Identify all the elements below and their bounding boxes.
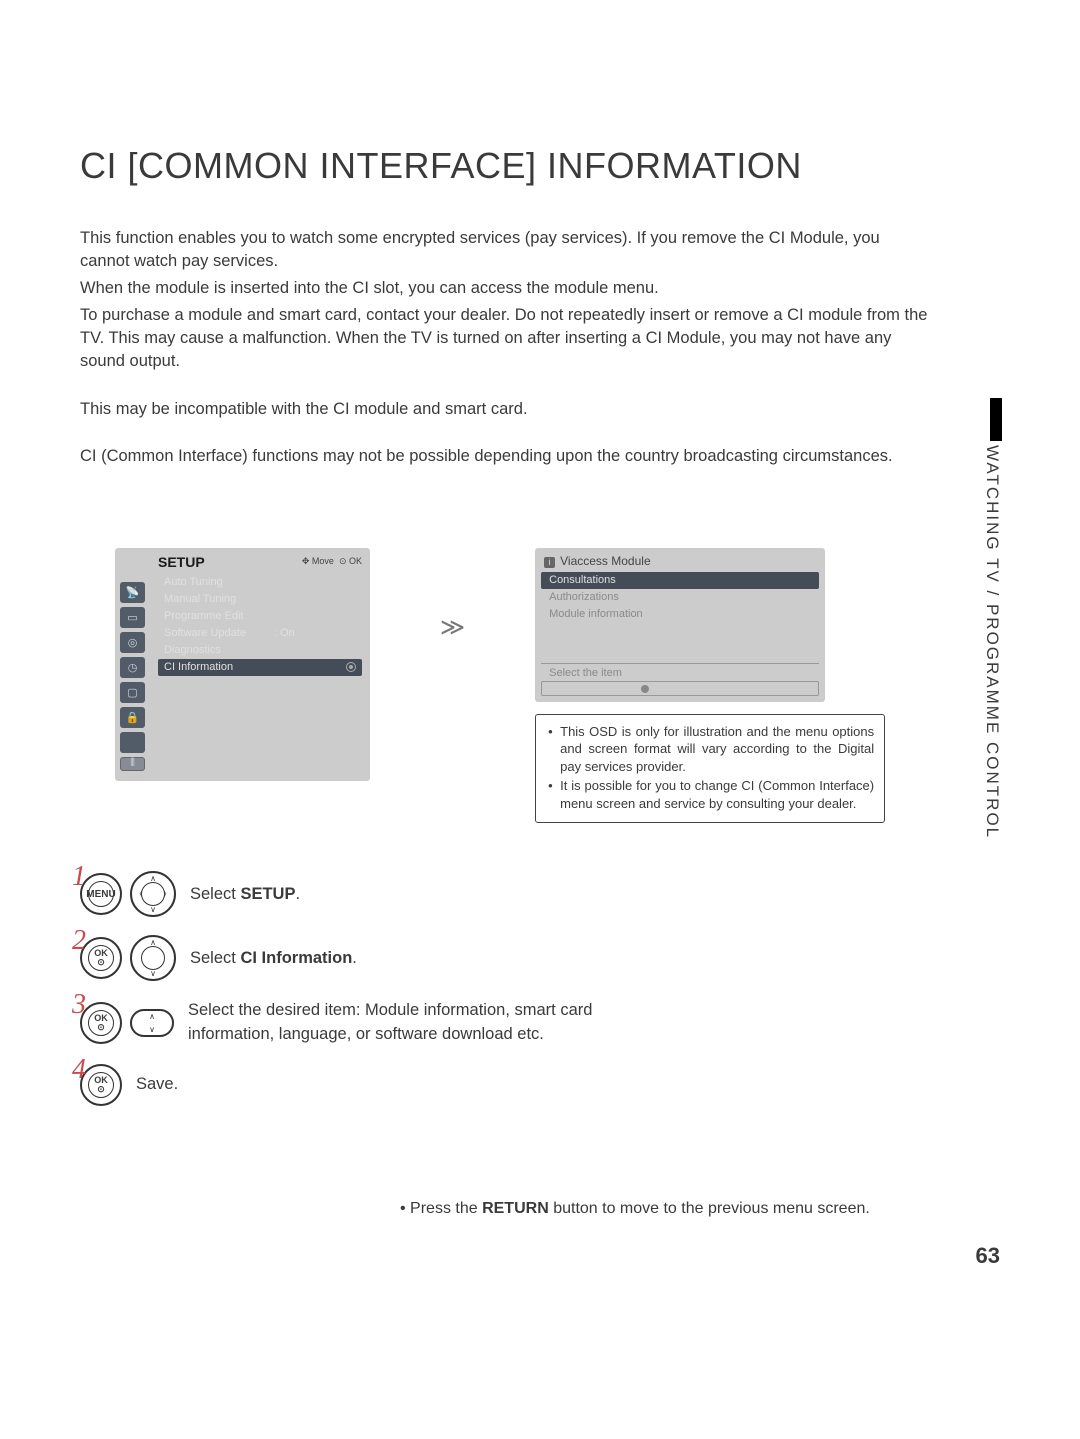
note-2: It is possible for you to change CI (Com… xyxy=(546,777,874,812)
double-chevron-icon: ≫ xyxy=(440,613,465,642)
viaccess-item-module-info: Module information xyxy=(541,606,819,623)
setup-item-software-update: Software Update : On xyxy=(158,625,362,642)
intro-p2: When the module is inserted into the CI … xyxy=(80,277,930,300)
intro-p1: This function enables you to watch some … xyxy=(80,227,930,273)
steps-list: 1 MENU ∧∨ 〈〉 Select SETUP. 2 OK ∧∨ 〈〉 Se… xyxy=(80,871,930,1105)
menu-button[interactable]: MENU xyxy=(80,873,122,915)
page-number: 63 xyxy=(976,1243,1000,1269)
viaccess-column: Viaccess Module Consultations Authorizat… xyxy=(535,548,930,824)
setup-item-manual-tuning: Manual Tuning xyxy=(158,591,362,608)
hint-move: Move xyxy=(312,556,334,566)
setup-main: SETUP ✥ Move ⊙ OK Auto Tuning Manual Tun… xyxy=(150,548,370,781)
step-4-text: Save. xyxy=(136,1075,178,1094)
setup-item-diagnostics: Diagnostics xyxy=(158,642,362,659)
antenna-icon: 📡 xyxy=(120,582,145,603)
viaccess-item-authorizations: Authorizations xyxy=(541,589,819,606)
setup-hints: ✥ Move ⊙ OK xyxy=(302,556,362,567)
return-note: • Press the RETURN button to move to the… xyxy=(400,1200,870,1218)
power-icon: ◎ xyxy=(120,632,145,653)
ci-info-label: CI Information xyxy=(164,661,233,673)
step-4-number: 4 xyxy=(72,1054,86,1086)
sw-update-value: : On xyxy=(274,627,295,639)
side-black-tab xyxy=(990,398,1002,441)
radio-icon xyxy=(346,662,356,672)
film-icon: ⫴ xyxy=(120,757,145,771)
lock-icon: 🔒 xyxy=(120,707,145,728)
step-4: 4 OK Save. xyxy=(80,1064,930,1106)
menu-button-label: MENU xyxy=(86,889,115,900)
ok-button-4-label: OK xyxy=(94,1076,108,1094)
viaccess-title: Viaccess Module xyxy=(541,554,819,568)
ok-button-3[interactable]: OK xyxy=(80,1002,122,1044)
dpad-vertical-narrow[interactable]: ∧∨ xyxy=(130,1009,174,1037)
intro-p3: To purchase a module and smart card, con… xyxy=(80,304,930,373)
blank-icon xyxy=(120,732,145,753)
ok-button-4[interactable]: OK xyxy=(80,1064,122,1106)
intro-p4: This may be incompatible with the CI mod… xyxy=(80,398,930,421)
step-1-number: 1 xyxy=(72,861,86,893)
clock-icon: ◷ xyxy=(120,657,145,678)
viaccess-osd-panel: Viaccess Module Consultations Authorizat… xyxy=(535,548,825,702)
setup-sidebar: 📡 ▭ ◎ ◷ ▢ 🔒 ⫴ xyxy=(115,548,150,781)
step-2: 2 OK ∧∨ 〈〉 Select CI Information. xyxy=(80,935,930,981)
setup-item-ci-info-selected: CI Information xyxy=(158,659,362,676)
viaccess-footer: Select the item xyxy=(541,663,819,679)
tv-icon: ▭ xyxy=(120,607,145,628)
ok-button-3-label: OK xyxy=(94,1014,108,1032)
viaccess-track xyxy=(541,681,819,696)
note-box: This OSD is only for illustration and th… xyxy=(535,714,885,824)
setup-title: SETUP xyxy=(158,554,205,570)
intro-p5: CI (Common Interface) functions may not … xyxy=(80,445,930,468)
ok-button[interactable]: OK xyxy=(80,937,122,979)
setup-osd-panel: 📡 ▭ ◎ ◷ ▢ 🔒 ⫴ SETUP ✥ Move ⊙ OK Auto Tun… xyxy=(115,548,370,781)
viaccess-item-consultations: Consultations xyxy=(541,572,819,589)
dpad-4way[interactable]: ∧∨ 〈〉 xyxy=(130,871,176,917)
step-1-text: Select SETUP. xyxy=(190,885,300,904)
setup-item-auto-tuning: Auto Tuning xyxy=(158,574,362,591)
diagram-row: 📡 ▭ ◎ ◷ ▢ 🔒 ⫴ SETUP ✥ Move ⊙ OK Auto Tun… xyxy=(80,548,930,824)
step-3-number: 3 xyxy=(72,989,86,1021)
dpad-vertical[interactable]: ∧∨ 〈〉 xyxy=(130,935,176,981)
page-title: CI [COMMON INTERFACE] INFORMATION xyxy=(80,145,930,187)
hint-ok: OK xyxy=(349,556,362,566)
note-1: This OSD is only for illustration and th… xyxy=(546,723,874,776)
side-label: WATCHING TV / PROGRAMME CONTROL xyxy=(982,445,1002,839)
sw-update-label: Software Update xyxy=(164,627,274,639)
setup-item-programme-edit: Programme Edit xyxy=(158,608,362,625)
step-2-number: 2 xyxy=(72,925,86,957)
step-3-text: Select the desired item: Module informat… xyxy=(188,999,658,1045)
step-2-text: Select CI Information. xyxy=(190,949,357,968)
step-3: 3 OK ∧∨ Select the desired item: Module … xyxy=(80,999,930,1045)
ok-button-label: OK xyxy=(94,949,108,967)
monitor-icon: ▢ xyxy=(120,682,145,703)
step-1: 1 MENU ∧∨ 〈〉 Select SETUP. xyxy=(80,871,930,917)
page-content: CI [COMMON INTERFACE] INFORMATION This f… xyxy=(80,145,930,1124)
